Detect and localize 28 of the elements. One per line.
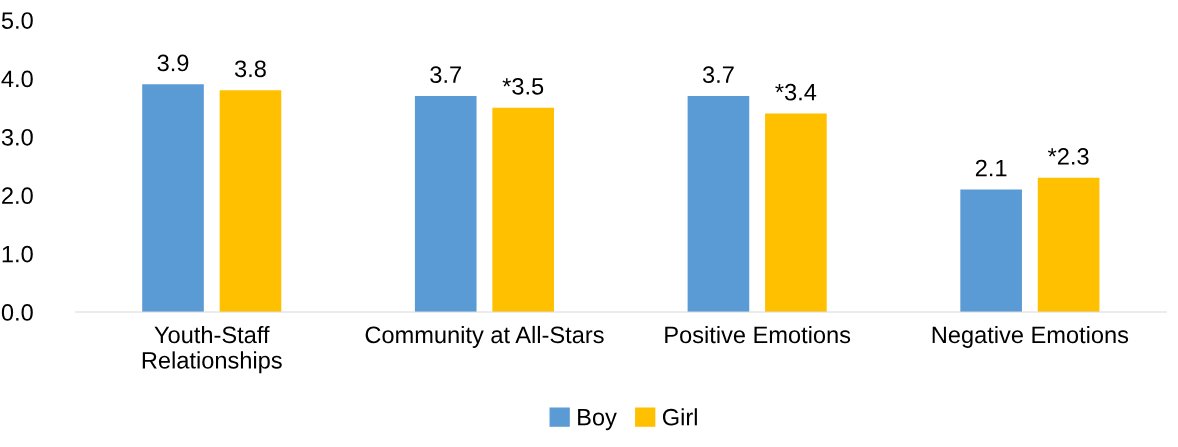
legend-label: Boy xyxy=(578,409,617,431)
legend-label: Girl xyxy=(662,408,697,426)
x-tick-label: Positive Emotions xyxy=(665,325,851,344)
data-label: 3.7 xyxy=(702,66,734,84)
bar xyxy=(960,189,1022,313)
bar xyxy=(219,90,282,313)
bar xyxy=(492,107,554,313)
bar xyxy=(142,84,204,313)
bar xyxy=(414,96,477,313)
y-tick-label: 0.0 xyxy=(1,304,33,321)
data-label: 3.9 xyxy=(157,54,189,72)
x-tick-label: Negative Emotions xyxy=(932,325,1129,348)
data-label: *3.5 xyxy=(502,77,544,95)
y-tick-label: 5.0 xyxy=(1,12,33,29)
x-tick-label: Community at All-Stars xyxy=(365,325,604,348)
bar xyxy=(765,113,827,313)
bar xyxy=(1037,177,1100,313)
y-tick-label: 1.0 xyxy=(2,245,33,263)
bar xyxy=(687,96,750,313)
data-label: 3.8 xyxy=(234,60,266,78)
data-label: 2.1 xyxy=(975,159,1007,177)
y-tick-label: 3.0 xyxy=(1,128,33,146)
y-tick-label: 2.0 xyxy=(2,187,33,205)
data-label: *3.4 xyxy=(775,83,817,101)
data-label: 3.7 xyxy=(430,66,461,84)
x-tick-label: Youth-Staff Relationships xyxy=(142,325,282,374)
data-label: *2.3 xyxy=(1047,148,1089,165)
y-tick-label: 4.0 xyxy=(1,70,33,88)
